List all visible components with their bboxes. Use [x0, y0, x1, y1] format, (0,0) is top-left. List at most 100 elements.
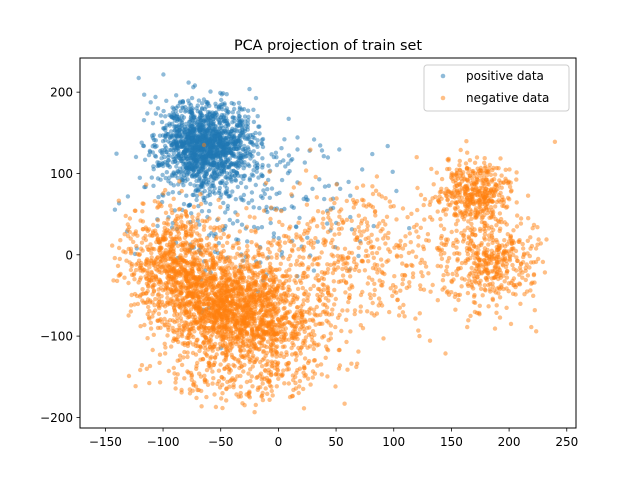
data-point	[426, 238, 431, 243]
data-point	[136, 75, 141, 81]
data-point	[147, 265, 152, 270]
data-point	[194, 277, 199, 282]
data-point	[201, 184, 206, 190]
data-point	[295, 147, 300, 152]
data-point	[147, 316, 152, 321]
data-point	[326, 320, 331, 325]
data-point	[245, 248, 250, 253]
data-point	[325, 262, 330, 267]
data-point	[346, 299, 351, 305]
data-point	[281, 281, 287, 286]
data-point	[175, 243, 181, 249]
data-point	[217, 163, 223, 168]
data-point	[172, 312, 177, 318]
data-point	[334, 182, 339, 187]
data-point	[195, 294, 201, 300]
data-point	[160, 236, 166, 242]
data-point	[365, 223, 370, 229]
data-point	[279, 339, 284, 344]
data-point	[231, 168, 237, 174]
data-point	[153, 273, 158, 279]
data-point	[179, 188, 184, 194]
data-point	[171, 293, 176, 298]
data-point	[349, 218, 354, 223]
data-point	[267, 169, 272, 174]
data-point	[180, 333, 185, 339]
data-point	[187, 263, 192, 268]
data-point	[331, 244, 336, 250]
data-point	[328, 336, 333, 341]
data-point	[396, 313, 402, 318]
data-point	[365, 253, 371, 258]
data-point	[379, 283, 384, 288]
data-point	[256, 175, 261, 180]
data-point	[196, 325, 201, 331]
data-point	[198, 192, 203, 197]
data-point	[159, 119, 165, 125]
data-point	[323, 302, 328, 308]
data-point	[184, 193, 189, 198]
data-point	[263, 329, 268, 334]
data-point	[221, 271, 226, 277]
data-point	[182, 267, 188, 273]
data-point	[395, 297, 400, 303]
data-point	[338, 186, 343, 191]
data-point	[211, 111, 217, 116]
data-point	[392, 274, 397, 279]
data-point	[325, 286, 331, 291]
data-point	[332, 287, 337, 293]
data-point	[250, 295, 255, 300]
data-point	[205, 193, 210, 199]
data-point	[167, 121, 172, 126]
data-point	[213, 134, 218, 139]
data-point	[293, 224, 299, 229]
data-point	[128, 309, 133, 314]
data-point	[269, 388, 274, 394]
data-point	[151, 289, 157, 294]
data-point	[235, 184, 240, 190]
data-point	[257, 131, 262, 136]
data-point	[291, 295, 297, 301]
data-point	[261, 188, 266, 193]
data-point	[223, 259, 229, 264]
data-point	[333, 324, 338, 330]
data-point	[264, 256, 270, 261]
data-point	[298, 311, 304, 316]
data-point	[173, 288, 178, 294]
data-point	[165, 295, 170, 301]
data-point	[227, 318, 233, 323]
data-point	[162, 154, 167, 160]
data-point	[286, 284, 291, 289]
data-point	[241, 107, 247, 112]
data-point	[356, 225, 361, 230]
data-point	[429, 166, 434, 172]
data-point	[255, 138, 260, 143]
data-point	[466, 318, 471, 323]
data-point	[217, 341, 223, 346]
data-point	[343, 290, 348, 295]
data-point	[421, 202, 426, 208]
data-point	[165, 217, 170, 222]
data-point	[208, 118, 213, 123]
data-point	[132, 291, 138, 297]
data-point	[357, 229, 362, 234]
data-point	[161, 191, 166, 196]
data-point	[255, 331, 260, 336]
data-point	[234, 146, 239, 152]
data-point	[311, 283, 316, 289]
data-point	[224, 186, 230, 191]
data-point	[197, 109, 203, 115]
data-point	[229, 282, 235, 287]
data-point	[158, 113, 164, 118]
data-point	[271, 284, 276, 290]
data-point	[398, 288, 403, 293]
data-point	[165, 291, 170, 296]
data-point	[239, 124, 244, 129]
data-point	[175, 104, 181, 109]
data-point	[314, 195, 319, 200]
data-point	[373, 266, 378, 271]
data-point	[325, 270, 330, 275]
data-point	[239, 197, 244, 202]
data-point	[249, 328, 255, 333]
data-point	[163, 248, 169, 253]
